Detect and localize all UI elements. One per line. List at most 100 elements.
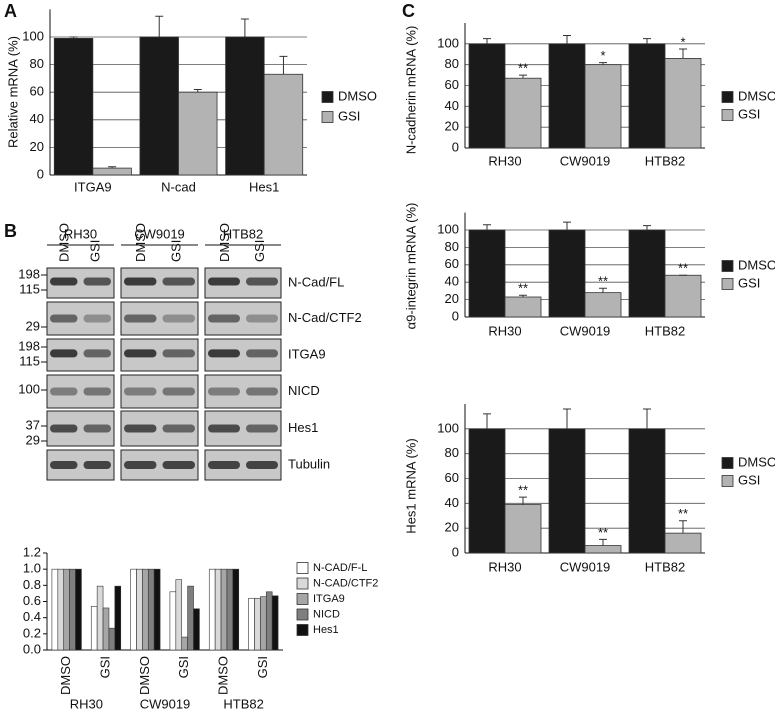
- error-bar: [599, 62, 607, 65]
- y-tick-label: 40: [30, 111, 44, 126]
- y-tick-label: 0.6: [23, 593, 41, 608]
- x-tick-label: RH30: [488, 559, 521, 574]
- error-bar: [599, 538, 607, 546]
- y-axis-label: N-cadherin mRNA (%): [403, 26, 418, 155]
- significance-label: **: [678, 261, 688, 276]
- error-bar: [679, 520, 687, 534]
- y-axis-label: Hes1 mRNA (%): [403, 438, 418, 533]
- bar: [232, 568, 240, 651]
- bar: [468, 229, 506, 318]
- error-bar: [679, 48, 687, 59]
- legend-label: GSI: [738, 106, 760, 121]
- bar: [504, 77, 542, 149]
- blot-band: [208, 387, 240, 396]
- bar: [548, 43, 586, 149]
- legend-label: ITGA9: [313, 593, 345, 605]
- error-bar: [519, 294, 527, 297]
- blot-band: [50, 349, 78, 358]
- error-bar: [643, 38, 651, 44]
- bar: [504, 504, 542, 554]
- x-tick-label: HTB82: [645, 559, 685, 574]
- bar: [254, 597, 261, 651]
- significance-label: **: [518, 483, 528, 498]
- panel-letter: C: [402, 1, 415, 21]
- bar: [468, 428, 506, 554]
- legend-swatch: [721, 260, 734, 272]
- blot-band: [124, 277, 157, 286]
- error-bar: [643, 408, 651, 429]
- x-tick-label: HTB82: [645, 153, 685, 168]
- bar: [548, 229, 586, 318]
- x-tick-label: RH30: [488, 153, 521, 168]
- significance-label: **: [678, 506, 688, 521]
- blot-band: [162, 387, 195, 396]
- blot-band: [246, 461, 278, 469]
- bar: [664, 532, 702, 554]
- x-tick-label: DMSO: [58, 656, 73, 695]
- blot-band: [83, 277, 111, 286]
- error-bar: [193, 88, 202, 93]
- y-tick-label: 80: [445, 239, 459, 254]
- blot-row-label: N-Cad/FL: [288, 274, 344, 289]
- panel-letter: A: [4, 1, 17, 21]
- y-tick-label: 0: [452, 544, 459, 559]
- error-bar: [563, 408, 571, 429]
- y-tick-label: 20: [445, 291, 459, 306]
- legend-label: GSI: [338, 108, 360, 123]
- legend-swatch: [321, 111, 334, 123]
- x-tick-label: GSI: [97, 656, 112, 678]
- blot-row-label: Hes1: [288, 420, 318, 435]
- error-bar: [483, 38, 491, 44]
- bar: [220, 568, 228, 651]
- bar: [584, 292, 622, 318]
- error-bar: [643, 225, 651, 230]
- bar: [181, 636, 188, 651]
- y-tick-label: 100: [22, 28, 44, 43]
- significance-label: **: [518, 281, 528, 296]
- bar: [69, 568, 76, 651]
- legend-swatch: [721, 109, 734, 121]
- bar: [136, 568, 143, 651]
- y-tick-label: 60: [445, 77, 459, 92]
- y-tick-label: 20: [445, 119, 459, 134]
- legend-label: N-CAD/F-L: [313, 562, 367, 574]
- blot-band: [162, 461, 195, 469]
- significance-label: **: [598, 274, 608, 289]
- bar: [208, 568, 216, 651]
- blot-row-label: N-Cad/CTF2: [288, 310, 362, 325]
- error-bar: [599, 287, 607, 293]
- cell-line-label: CW9019: [134, 226, 185, 241]
- blot-band: [162, 277, 195, 286]
- legend-swatch: [296, 562, 309, 574]
- blot-band: [83, 314, 111, 323]
- blot-band: [50, 277, 78, 286]
- bar: [628, 428, 666, 554]
- legend-label: DMSO: [338, 88, 377, 103]
- y-tick-label: 80: [30, 56, 44, 71]
- bar: [504, 296, 542, 318]
- significance-label: *: [680, 34, 685, 49]
- legend-swatch: [721, 91, 734, 103]
- legend-label: DMSO: [738, 88, 775, 103]
- lane-label: GSI: [169, 240, 184, 262]
- significance-label: *: [600, 48, 605, 63]
- error-bar: [240, 18, 249, 37]
- blot-band: [208, 314, 240, 323]
- y-tick-label: 100: [437, 221, 459, 236]
- legend-swatch: [296, 624, 309, 636]
- error-bar: [483, 224, 491, 230]
- blot-band: [124, 314, 157, 323]
- y-tick-label: 0.4: [23, 609, 41, 624]
- blot-band: [246, 349, 278, 358]
- blot-band: [83, 387, 111, 396]
- legend-label: DMSO: [738, 257, 775, 272]
- x-tick-label: ITGA9: [74, 179, 112, 194]
- bar: [114, 585, 122, 651]
- y-tick-label: 0.0: [23, 641, 41, 656]
- bar: [169, 591, 177, 651]
- y-axis-label: α9-integrin mRNA (%): [403, 203, 418, 330]
- bar: [75, 568, 82, 651]
- x-tick-label: Hes1: [249, 179, 279, 194]
- significance-label: **: [598, 525, 608, 540]
